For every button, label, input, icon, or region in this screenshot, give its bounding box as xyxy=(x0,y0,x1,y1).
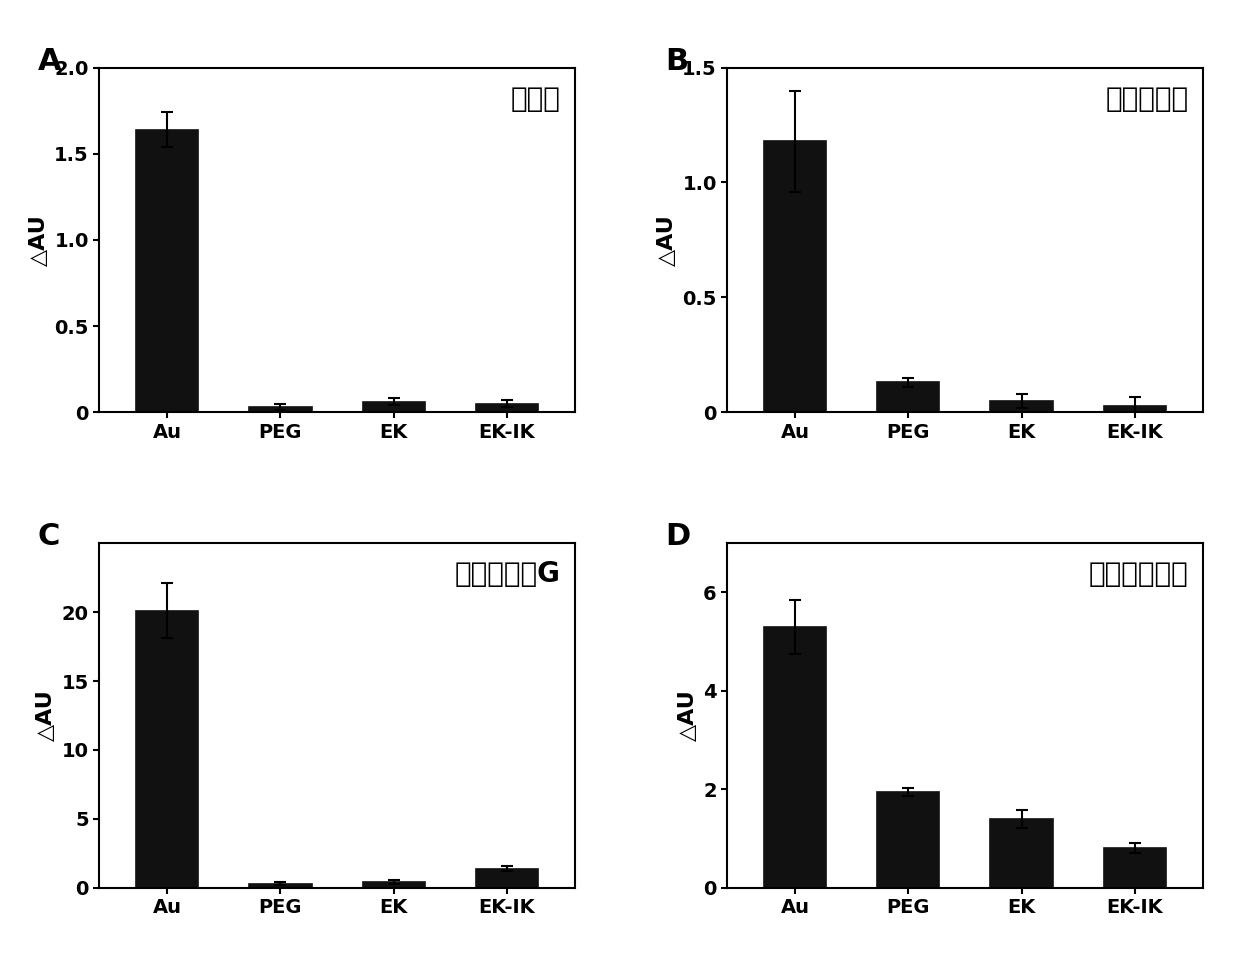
Bar xyxy=(991,819,1053,888)
Bar xyxy=(877,792,940,888)
Text: C: C xyxy=(37,522,60,551)
Bar xyxy=(136,611,198,888)
Bar xyxy=(249,884,311,888)
Y-axis label: △AU: △AU xyxy=(656,214,677,265)
Text: A: A xyxy=(37,47,61,76)
Y-axis label: △AU: △AU xyxy=(29,214,48,265)
Bar xyxy=(1104,406,1166,412)
Bar xyxy=(764,141,826,412)
Bar xyxy=(764,627,826,888)
Text: 人血清白蛋白: 人血清白蛋白 xyxy=(1089,561,1188,589)
Bar xyxy=(877,382,940,412)
Bar xyxy=(991,400,1053,412)
Bar xyxy=(362,882,425,888)
Bar xyxy=(136,129,198,412)
Bar xyxy=(1104,848,1166,888)
Text: 溶醂素: 溶醂素 xyxy=(511,85,560,113)
Bar xyxy=(249,407,311,412)
Bar xyxy=(362,401,425,412)
Text: B: B xyxy=(666,47,688,76)
Text: D: D xyxy=(666,522,691,551)
Text: 免疫球蛋白G: 免疫球蛋白G xyxy=(455,561,560,589)
Y-axis label: △AU: △AU xyxy=(36,690,56,741)
Bar xyxy=(476,403,538,412)
Bar xyxy=(476,868,538,888)
Text: 纤维蛋白原: 纤维蛋白原 xyxy=(1105,85,1188,113)
Y-axis label: △AU: △AU xyxy=(677,690,698,741)
